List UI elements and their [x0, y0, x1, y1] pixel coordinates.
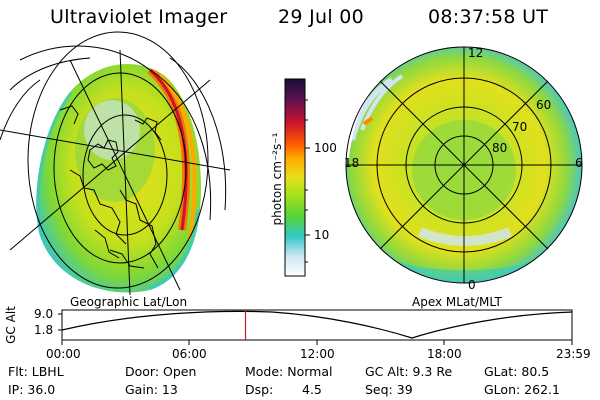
info-glon: GLon: 262.1	[484, 382, 560, 397]
mlt-label-bottom: 0	[468, 278, 476, 292]
timeline-y-tick-low: 1.8	[34, 323, 54, 337]
info-door: Door: Open	[125, 364, 197, 379]
right-panel-caption: Apex MLat/MLT	[412, 295, 502, 309]
app-title: Ultraviolet Imager	[50, 6, 228, 28]
timeline-y-tick-high: 9.0	[34, 307, 54, 321]
timeline-y-label: GC Alt	[3, 306, 18, 344]
mlt-label-left: 18	[344, 156, 360, 170]
info-filter: Flt: LBHL	[8, 364, 64, 379]
info-dsp-label: Dsp:	[245, 382, 274, 397]
info-glat: GLat: 80.5	[484, 364, 550, 379]
geographic-grid	[0, 31, 231, 296]
info-mode: Mode: Normal	[245, 364, 333, 379]
colorbar-tick-10: 10	[314, 228, 330, 242]
info-dsp-value: 4.5	[302, 382, 322, 397]
coastline-outlines	[59, 105, 162, 269]
timeline-x-tick: 00:00	[46, 347, 81, 361]
info-gc-alt: GC Alt: 9.3 Re	[365, 364, 453, 379]
colorbar-unit-label: photon cm⁻²s⁻¹	[270, 132, 284, 226]
timeline-x-tick: 18:00	[427, 347, 462, 361]
info-seq: Seq: 39	[365, 382, 413, 397]
lat-label-80: 80	[492, 141, 508, 155]
apex-polar-image	[345, 46, 583, 284]
mlt-label-top: 12	[468, 46, 484, 60]
timeline-x-tick: 23:59	[556, 347, 591, 361]
altitude-timeline	[58, 309, 573, 345]
info-gain: Gain: 13	[125, 382, 178, 397]
colorbar-tick-100: 100	[314, 141, 337, 155]
time-label: 08:37:58 UT	[428, 6, 549, 28]
lat-label-70: 70	[512, 120, 528, 134]
mlt-label-right: 6	[575, 156, 583, 170]
date-label: 29 Jul 00	[278, 6, 365, 28]
timeline-x-tick: 12:00	[300, 347, 335, 361]
colorbar	[284, 78, 310, 277]
info-ip: IP: 36.0	[8, 382, 56, 397]
timeline-x-tick: 06:00	[172, 347, 207, 361]
left-panel-caption: Geographic Lat/Lon	[70, 295, 188, 309]
apex-grid	[345, 46, 583, 284]
geographic-image	[0, 31, 231, 296]
lat-label-60: 60	[536, 98, 552, 112]
